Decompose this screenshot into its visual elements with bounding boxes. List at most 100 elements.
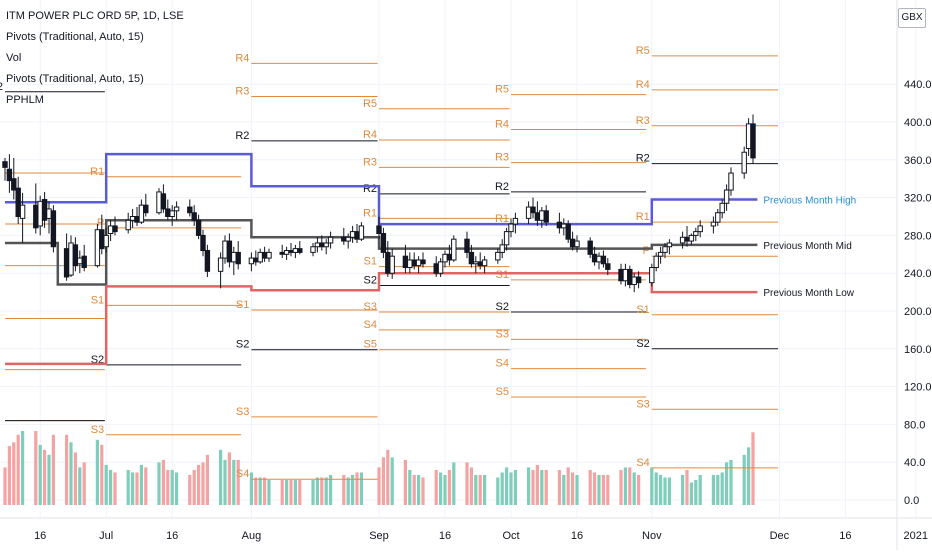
volume-bar xyxy=(109,469,113,505)
volume-bar xyxy=(421,477,425,505)
pivot-label: R1 xyxy=(90,166,104,178)
candle-body xyxy=(719,202,725,214)
volume-bar xyxy=(126,469,130,505)
volume-bar xyxy=(483,474,487,505)
candle-body xyxy=(191,212,197,221)
volume-bar xyxy=(698,474,702,505)
volume-bar xyxy=(170,469,174,505)
currency-badge[interactable]: GBX xyxy=(898,8,926,28)
volume-bar xyxy=(540,469,544,505)
candle-body xyxy=(107,225,114,235)
candle-body xyxy=(627,268,633,286)
candle-body xyxy=(266,251,272,259)
volume-bar xyxy=(82,462,86,505)
volume-bar xyxy=(606,474,610,505)
volume-bar xyxy=(412,474,416,505)
candle-body xyxy=(279,251,285,255)
pivot-label: S4 xyxy=(636,457,649,469)
candle-body xyxy=(415,259,422,267)
y-tick-label: 120.0 xyxy=(904,382,932,394)
volume-bar xyxy=(359,472,363,505)
pivot-label: R2 xyxy=(495,181,509,193)
y-tick-label: 320.0 xyxy=(904,193,932,205)
candle-body xyxy=(451,238,457,261)
candle-body xyxy=(600,255,607,265)
pivot-label: S5 xyxy=(496,386,509,398)
volume-bar xyxy=(588,469,592,505)
y-tick-label: 80.0 xyxy=(904,419,925,431)
volume-bar xyxy=(535,464,539,505)
volume-bar xyxy=(496,477,500,505)
pivot-label: R2 xyxy=(636,153,650,165)
x-tick-label: 16 xyxy=(839,530,851,542)
candle-body xyxy=(618,268,624,282)
y-tick-label: 240.0 xyxy=(904,268,932,280)
pivot-label: R3 xyxy=(495,152,509,164)
volume-bar xyxy=(161,459,165,505)
volume-bar xyxy=(192,469,196,505)
volume-bar xyxy=(34,431,38,505)
candle-body xyxy=(248,257,255,265)
candle-body xyxy=(19,204,26,219)
chart-title[interactable]: ITM POWER PLC ORD 5P, 1D, LSE xyxy=(6,10,184,22)
pivot-label: S4 xyxy=(364,319,377,331)
volume-bar xyxy=(434,469,438,505)
candle-body xyxy=(345,236,351,242)
candle-body xyxy=(587,240,593,255)
candle-body xyxy=(503,231,510,246)
volume-bar xyxy=(69,442,73,505)
candle-body xyxy=(138,204,145,223)
candle-body xyxy=(688,234,695,242)
candle-body xyxy=(565,223,571,240)
volume-bar xyxy=(747,447,751,505)
volume-bar xyxy=(65,434,69,505)
candle-body xyxy=(129,216,136,221)
volume-bar xyxy=(689,482,693,505)
x-tick-label: 16 xyxy=(439,530,451,542)
volume-bar xyxy=(324,477,328,505)
candle-body xyxy=(697,225,703,233)
monthly-lines xyxy=(5,152,758,366)
candle-body xyxy=(684,236,690,242)
volume-bar xyxy=(16,434,20,505)
candle-body xyxy=(81,255,87,269)
candle-body xyxy=(653,255,659,269)
candle-body xyxy=(160,193,167,210)
candle-body xyxy=(723,189,730,204)
pivot-label: S4 xyxy=(236,468,249,480)
volume-bars xyxy=(3,431,755,505)
pivot-label: P xyxy=(97,217,104,229)
candle-body xyxy=(481,259,488,267)
volume-bar xyxy=(315,477,319,505)
volume-bar xyxy=(351,474,355,505)
volume-bar xyxy=(711,474,715,505)
pivot-label: R2 xyxy=(235,130,249,142)
x-tick-label: Oct xyxy=(502,530,519,542)
candle-body xyxy=(662,246,668,253)
candle-body xyxy=(358,225,365,240)
indicator-pivots-2[interactable]: Pivots (Traditional, Auto, 15) xyxy=(6,73,144,85)
indicator-volume[interactable]: Vol xyxy=(6,52,22,64)
candle-body xyxy=(310,246,316,253)
candle-body xyxy=(437,261,444,274)
candle-body xyxy=(143,204,149,214)
candle-body xyxy=(468,251,475,265)
candle-body xyxy=(745,123,752,149)
pivot-label: P xyxy=(642,245,649,257)
line-label: Previous Month Low xyxy=(763,288,854,299)
pivot-label: S3 xyxy=(496,328,509,340)
indicator-pphlm[interactable]: PPHLM xyxy=(6,94,44,106)
candle-body xyxy=(11,178,17,191)
volume-bar xyxy=(355,472,359,505)
volume-bar xyxy=(527,467,531,505)
line-label: Previous Month High xyxy=(763,195,856,206)
indicator-pivots-1[interactable]: Pivots (Traditional, Auto, 15) xyxy=(6,31,144,43)
x-tick-label: 16 xyxy=(34,530,46,542)
volume-bar xyxy=(280,479,284,505)
candle-body xyxy=(539,210,545,221)
candle-body xyxy=(253,257,259,263)
volume-bar xyxy=(386,449,390,505)
volume-bar xyxy=(667,477,671,505)
